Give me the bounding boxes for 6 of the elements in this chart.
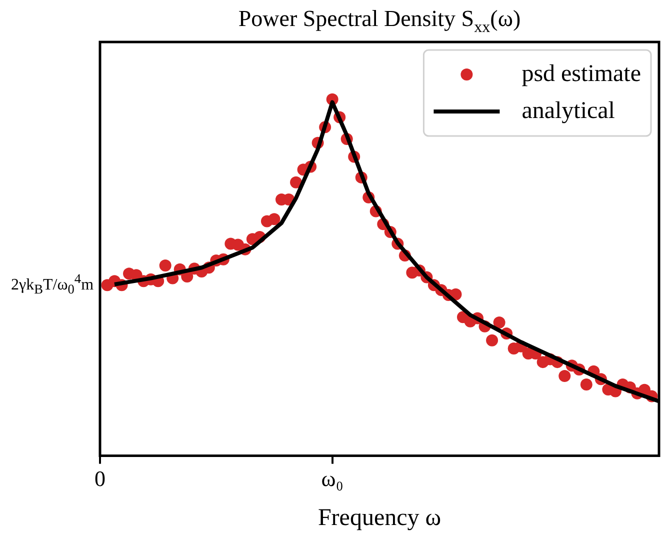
x-tick-label: ω₀ xyxy=(321,466,344,491)
legend-label: psd estimate xyxy=(522,60,642,87)
text: 2γk$_{B}$T/ω$_{0}$$^{4}$m xyxy=(11,271,94,297)
x-axis-title: Frequency ω xyxy=(318,504,442,531)
legend-label: analytical xyxy=(522,98,616,124)
x-tick-label: 0 xyxy=(94,466,106,491)
